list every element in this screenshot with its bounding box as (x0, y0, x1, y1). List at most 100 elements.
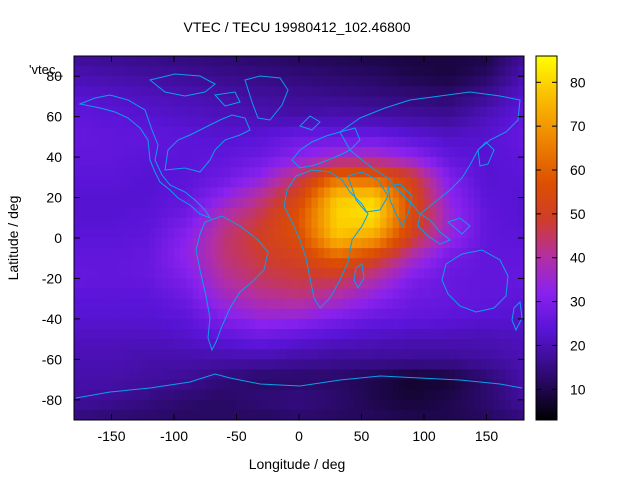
heatmap-cell (317, 147, 325, 158)
heatmap-cell (286, 238, 294, 249)
heatmap-cell (174, 329, 181, 340)
heatmap-cell (424, 248, 431, 259)
heatmap-cell (267, 399, 275, 411)
heatmap-cell (505, 339, 513, 350)
heatmap-cell (242, 227, 250, 239)
key-label: 'vtec_ (29, 62, 63, 77)
heatmap-cell (324, 399, 331, 411)
heatmap-cell (74, 308, 81, 320)
heatmap-cell (149, 369, 156, 381)
heatmap-cell (467, 207, 475, 219)
heatmap-cell (417, 66, 425, 77)
heatmap-cell (255, 197, 263, 209)
heatmap-cell (442, 248, 450, 259)
heatmap-cell (324, 298, 331, 310)
heatmap-cell (274, 207, 281, 219)
heatmap-cell (80, 126, 88, 138)
heatmap-cell (505, 248, 513, 259)
heatmap-cell (411, 177, 419, 189)
heatmap-cell (105, 308, 113, 320)
heatmap-cell (86, 409, 94, 420)
heatmap-cell (274, 116, 281, 128)
heatmap-cell (367, 177, 375, 189)
heatmap-cell (392, 369, 400, 381)
heatmap-cell (449, 136, 456, 148)
heatmap-cell (474, 318, 481, 330)
heatmap-cell (480, 308, 488, 320)
heatmap-cell (311, 66, 319, 77)
heatmap-cell (167, 106, 175, 118)
heatmap-cell (474, 96, 481, 108)
heatmap-cell (286, 258, 294, 269)
heatmap-cell (449, 157, 456, 168)
heatmap-cell (180, 339, 188, 350)
heatmap-cell (180, 56, 188, 67)
heatmap-cell (267, 86, 275, 98)
heatmap-cell (280, 56, 288, 67)
heatmap-cell (255, 126, 263, 138)
heatmap-cell (455, 369, 463, 381)
heatmap-cell (111, 399, 119, 411)
heatmap-cell (292, 248, 300, 259)
heatmap-cell (142, 298, 150, 310)
heatmap-cell (180, 106, 188, 118)
heatmap-cell (230, 207, 238, 219)
heatmap-cell (167, 369, 175, 381)
heatmap-cell (361, 116, 369, 128)
heatmap-cell (186, 197, 194, 209)
heatmap-cell (411, 147, 419, 158)
heatmap-cell (324, 56, 331, 67)
heatmap-cell (380, 389, 388, 401)
heatmap-cell (517, 207, 524, 219)
heatmap-cell (424, 177, 431, 189)
heatmap-cell (342, 207, 350, 219)
heatmap-cell (192, 248, 200, 259)
heatmap-cell (92, 329, 100, 340)
heatmap-cell (442, 308, 450, 320)
heatmap-cell (117, 76, 125, 87)
heatmap-cell (224, 339, 231, 350)
heatmap-cell (361, 258, 369, 269)
heatmap-cell (167, 248, 175, 259)
heatmap-cell (111, 56, 119, 67)
heatmap-cell (74, 389, 81, 401)
heatmap-cell (174, 399, 181, 411)
heatmap-cell (217, 399, 225, 411)
heatmap-cell (305, 288, 313, 300)
heatmap-cell (455, 278, 463, 290)
heatmap-cell (442, 399, 450, 411)
heatmap-cell (255, 116, 263, 128)
heatmap-cell (374, 147, 381, 158)
heatmap-cell (399, 329, 406, 340)
heatmap-cell (167, 116, 175, 128)
heatmap-cell (299, 96, 306, 108)
heatmap-cell (80, 389, 88, 401)
heatmap-cell (261, 318, 269, 330)
heatmap-cell (186, 187, 194, 199)
heatmap-cell (180, 238, 188, 249)
heatmap-cell (167, 207, 175, 219)
heatmap-cell (186, 379, 194, 391)
heatmap-cell (261, 207, 269, 219)
heatmap-cell (80, 66, 88, 77)
heatmap-cell (305, 349, 313, 360)
heatmap-cell (86, 329, 94, 340)
heatmap-cell (236, 308, 244, 320)
heatmap-cell (199, 258, 206, 269)
heatmap-cell (411, 167, 419, 178)
heatmap-cell (136, 379, 144, 391)
heatmap-cell (224, 197, 231, 209)
heatmap-cell (317, 66, 325, 77)
coastline-south-america (195, 215, 269, 352)
heatmap-cell (224, 379, 231, 391)
heatmap-cell (236, 288, 244, 300)
heatmap-cell (167, 349, 175, 360)
heatmap-cell (442, 106, 450, 118)
heatmap-cell (499, 369, 506, 381)
heatmap-cell (486, 399, 494, 411)
heatmap-cell (124, 248, 131, 259)
heatmap-cell (261, 116, 269, 128)
heatmap-cell (99, 339, 106, 350)
heatmap-cell (511, 399, 519, 411)
heatmap-cell (492, 197, 500, 209)
